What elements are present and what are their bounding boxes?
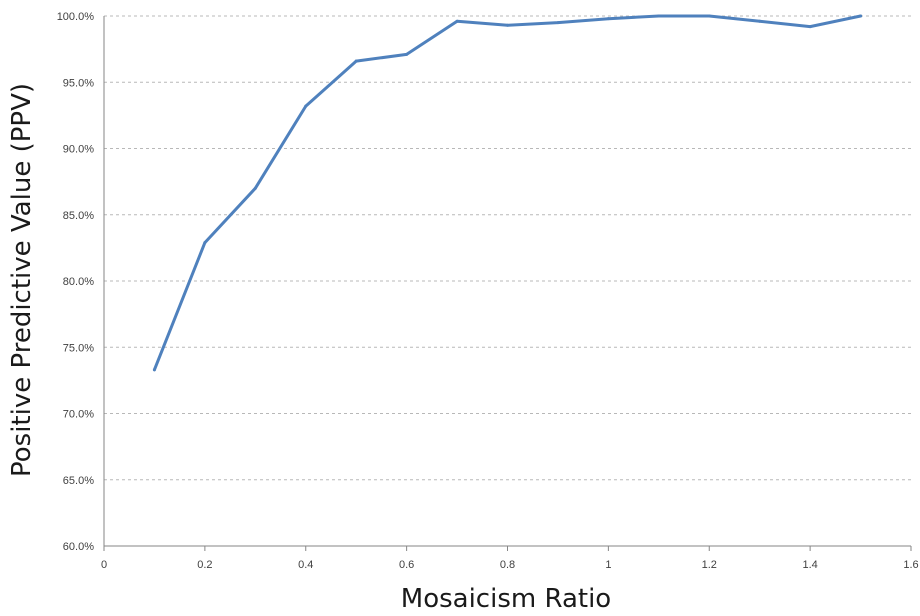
x-axis-title: Mosaicism Ratio — [401, 584, 611, 614]
y-tick-label: 85.0% — [63, 210, 94, 222]
y-tick-label: 65.0% — [63, 475, 94, 487]
data-point — [354, 59, 358, 63]
data-point — [808, 25, 812, 29]
x-tick-label: 0.8 — [500, 559, 515, 571]
data-point — [203, 241, 207, 245]
data-point — [506, 23, 509, 27]
data-point — [859, 14, 863, 18]
gridlines — [104, 15, 911, 481]
series-line — [152, 14, 863, 372]
data-point — [455, 19, 459, 23]
y-tick-label: 75.0% — [63, 342, 94, 354]
data-point — [707, 14, 711, 18]
y-tick-label: 100.0% — [57, 11, 95, 23]
x-tick-label: 0 — [101, 559, 107, 571]
x-tick-label: 0.4 — [298, 559, 313, 571]
data-point — [758, 19, 762, 23]
data-point — [405, 52, 409, 56]
y-axis-title: Positive Predictive Value (PPV) — [7, 83, 37, 477]
data-point — [152, 368, 156, 372]
data-point — [556, 21, 560, 25]
data-point — [657, 14, 661, 18]
data-point — [253, 186, 257, 190]
y-tick-label: 70.0% — [63, 409, 94, 421]
x-tick-label: 0.2 — [197, 559, 212, 571]
tick-labels: 60.0% 65.0% 70.0% 75.0% 80.0% 85.0% 90.0% 95.0%… — [57, 11, 919, 571]
y-tick-label: 80.0% — [63, 276, 94, 288]
data-point — [606, 17, 610, 21]
x-tick-label: 1 — [605, 559, 611, 571]
series-layer — [152, 14, 863, 372]
y-tick-label: 90.0% — [63, 144, 94, 156]
x-tick-label: 0.6 — [399, 559, 414, 571]
axes — [103, 16, 912, 551]
y-tick-label: 60.0% — [63, 541, 94, 553]
data-point — [304, 104, 308, 108]
x-tick-label: 1.6 — [903, 559, 918, 571]
y-tick-label: 95.0% — [63, 77, 94, 89]
x-tick-label: 1.4 — [802, 559, 817, 571]
x-tick-label: 1.2 — [702, 559, 717, 571]
